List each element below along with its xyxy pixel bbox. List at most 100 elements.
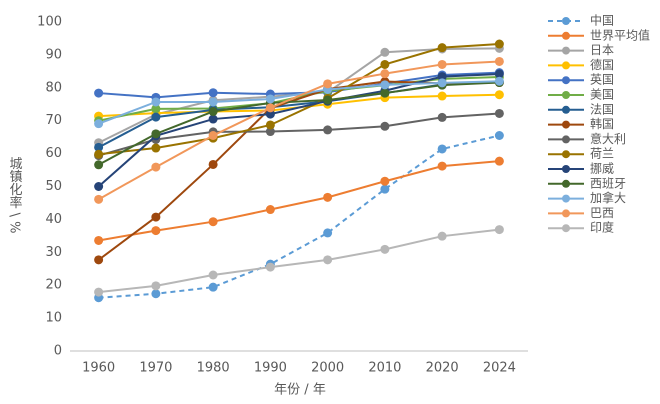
data-point xyxy=(151,162,161,172)
legend-marker xyxy=(562,209,570,218)
y-tick-label: 40 xyxy=(45,212,62,227)
y-tick-label: 100 xyxy=(37,15,62,30)
data-point xyxy=(151,129,161,139)
data-point xyxy=(94,255,104,265)
legend-marker xyxy=(562,31,570,40)
legend-marker xyxy=(562,61,570,70)
data-point xyxy=(494,156,504,166)
data-point xyxy=(265,120,275,130)
data-point xyxy=(323,95,333,105)
data-point xyxy=(323,125,333,135)
legend-label: 巴西 xyxy=(590,206,614,220)
legend-marker xyxy=(562,135,570,144)
y-tick-label: 70 xyxy=(45,113,62,128)
series-line xyxy=(98,228,500,294)
x-tick-label: 1980 xyxy=(197,361,230,376)
x-tick-label: 1970 xyxy=(139,361,172,376)
legend-label: 英国 xyxy=(590,73,614,87)
x-tick-label: 2010 xyxy=(368,361,401,376)
data-point xyxy=(94,235,104,245)
data-point xyxy=(151,212,161,222)
data-point xyxy=(265,127,275,137)
legend-marker xyxy=(562,17,570,25)
data-point xyxy=(208,114,218,124)
data-point xyxy=(208,282,218,292)
data-point xyxy=(380,244,390,254)
legend-label: 荷兰 xyxy=(590,147,614,161)
data-point xyxy=(494,225,504,235)
legend-marker xyxy=(562,105,570,114)
data-point xyxy=(380,59,390,69)
legend-label: 德国 xyxy=(590,57,614,72)
series-line xyxy=(98,81,500,166)
x-axis-label: 年份 / 年 xyxy=(274,383,326,398)
data-point xyxy=(94,287,104,297)
data-point xyxy=(494,108,504,118)
data-point xyxy=(380,176,390,186)
data-point xyxy=(151,97,161,107)
data-point xyxy=(208,97,218,107)
series-line xyxy=(97,72,500,188)
series xyxy=(94,76,504,129)
legend-label: 美国 xyxy=(590,88,614,102)
data-point xyxy=(94,142,104,152)
data-point xyxy=(94,194,104,204)
series xyxy=(94,156,504,245)
data-point xyxy=(208,106,218,116)
legend-label: 意大利 xyxy=(590,131,626,146)
data-point xyxy=(437,43,447,53)
data-point xyxy=(437,144,447,154)
y-axis-label: 城镇化率 \ % xyxy=(7,157,23,234)
data-point xyxy=(94,182,104,191)
data-point xyxy=(323,79,333,89)
data-point xyxy=(323,255,333,265)
data-point xyxy=(151,143,161,153)
data-point xyxy=(265,262,275,272)
data-point xyxy=(437,59,447,69)
data-point xyxy=(265,103,275,113)
series-line xyxy=(98,60,500,201)
data-point xyxy=(437,112,447,122)
series-line xyxy=(98,112,500,157)
data-point xyxy=(151,104,161,114)
legend-marker xyxy=(562,76,570,85)
legend-label: 韩国 xyxy=(590,116,614,131)
legend-label: 中国 xyxy=(590,13,614,28)
data-point xyxy=(151,281,161,291)
data-point xyxy=(323,192,333,202)
data-point xyxy=(494,76,504,86)
data-point xyxy=(208,88,218,98)
data-point xyxy=(437,231,447,241)
series-line xyxy=(98,71,500,99)
data-point xyxy=(265,109,275,119)
y-tick-label: 20 xyxy=(45,278,62,293)
legend-marker xyxy=(562,165,570,173)
data-point xyxy=(151,112,161,122)
y-tick-label: 0 xyxy=(54,344,62,359)
x-tick-label: 2000 xyxy=(311,361,344,376)
legend-label: 西班牙 xyxy=(590,176,626,190)
legend-marker xyxy=(562,194,570,203)
data-point xyxy=(494,69,504,79)
series xyxy=(94,78,504,170)
data-point xyxy=(494,56,504,66)
legend-label: 世界平均值 xyxy=(590,27,650,42)
legend-marker xyxy=(562,91,570,99)
y-tick-label: 60 xyxy=(45,146,62,161)
y-tick-label: 80 xyxy=(45,80,62,95)
legend-marker xyxy=(562,46,570,55)
data-point xyxy=(94,88,104,98)
data-point xyxy=(208,217,218,227)
legend-marker xyxy=(562,179,570,188)
data-point xyxy=(208,131,218,141)
data-point xyxy=(151,289,161,299)
data-point xyxy=(494,131,504,141)
series-line xyxy=(98,160,500,242)
data-point xyxy=(437,91,447,101)
legend-marker xyxy=(562,120,570,129)
series-line xyxy=(98,80,500,125)
data-point xyxy=(265,94,275,104)
legend-label: 加拿大 xyxy=(590,190,626,205)
